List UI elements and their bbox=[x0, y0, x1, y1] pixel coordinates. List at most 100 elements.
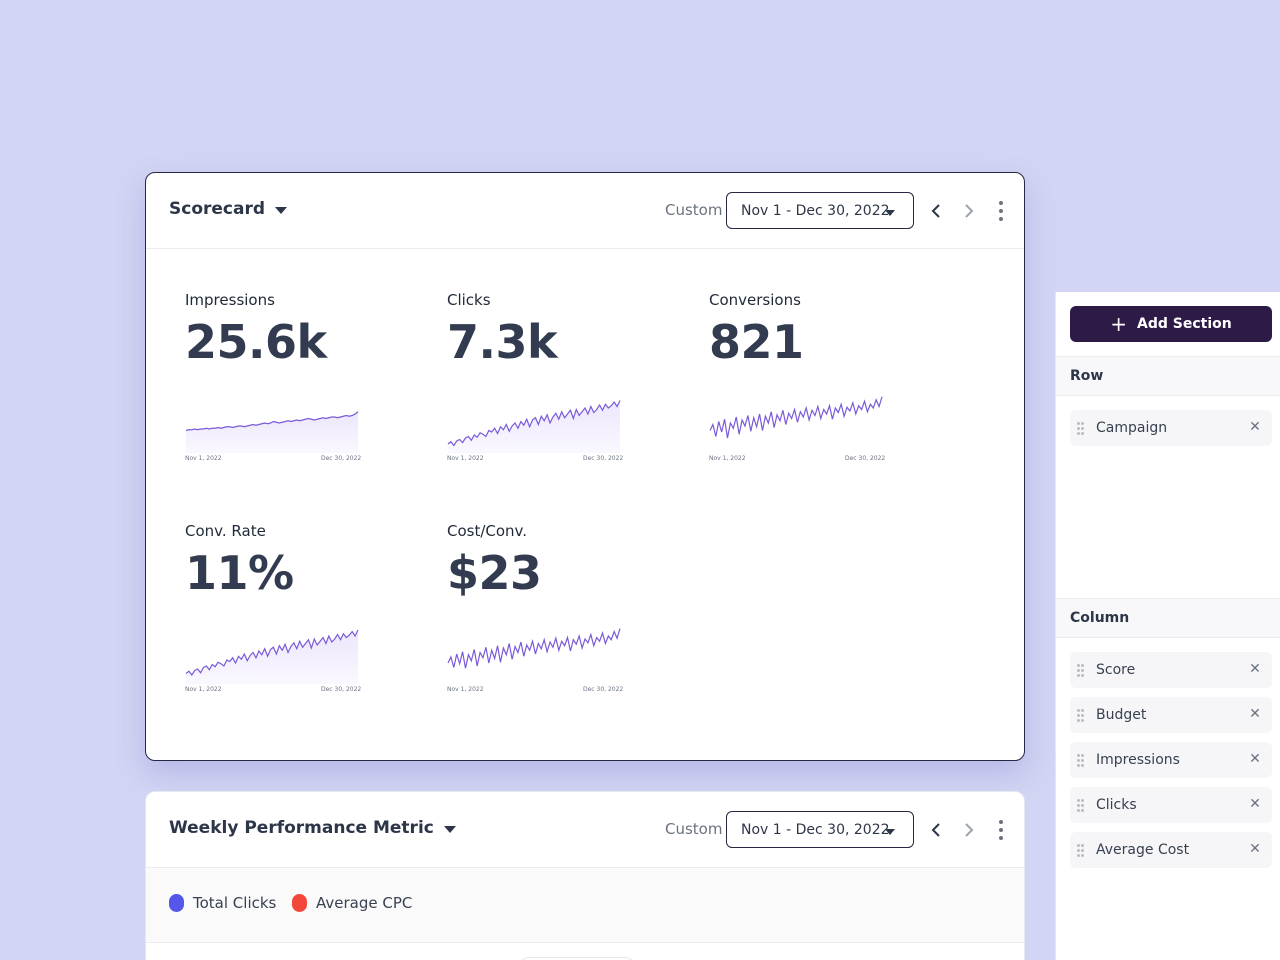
column-item-average-cost[interactable]: Average Cost ✕ bbox=[1070, 832, 1272, 868]
chip-label: Score bbox=[1096, 662, 1136, 678]
sparkline-conv-rate bbox=[185, 629, 359, 684]
scorecard-header: Scorecard Custom Nov 1 - Dec 30, 2022 bbox=[146, 173, 1024, 249]
column-item-clicks[interactable]: Clicks ✕ bbox=[1070, 787, 1272, 823]
legend-swatch bbox=[292, 894, 307, 912]
sparkline-conversions bbox=[709, 396, 883, 439]
date-range-value: Nov 1 - Dec 30, 2022 bbox=[741, 202, 890, 219]
weekly-title: Weekly Performance Metric bbox=[169, 818, 434, 838]
sparkline-start-date: Nov 1, 2022 bbox=[185, 686, 222, 693]
date-range-select[interactable]: Nov 1 - Dec 30, 2022 bbox=[726, 192, 914, 229]
chart-legend: Total Clicks Average CPC bbox=[146, 868, 1024, 943]
sparkline-end-date: Dec 30, 2022 bbox=[321, 455, 362, 462]
sparkline-clicks bbox=[447, 400, 621, 453]
drag-handle-icon[interactable] bbox=[1077, 754, 1084, 767]
legend-item-total-clicks[interactable]: Total Clicks bbox=[169, 894, 276, 912]
chip-label: Campaign bbox=[1096, 420, 1168, 436]
column-item-score[interactable]: Score ✕ bbox=[1070, 652, 1272, 688]
scorecard-card: Scorecard Custom Nov 1 - Dec 30, 2022 Im… bbox=[145, 172, 1025, 761]
metric-value: 25.6k bbox=[185, 315, 327, 369]
metric-label: Conversions bbox=[709, 291, 801, 309]
section-config-panel: + Add Section Row Campaign ✕ Column Scor… bbox=[1055, 292, 1280, 960]
scorecard-title-dropdown[interactable]: Scorecard bbox=[169, 199, 288, 219]
row-item-campaign[interactable]: Campaign ✕ bbox=[1070, 410, 1272, 446]
date-range-select[interactable]: Nov 1 - Dec 30, 2022 bbox=[726, 811, 914, 848]
sparkline-end-date: Dec 30, 2022 bbox=[321, 686, 362, 693]
close-icon[interactable]: ✕ bbox=[1249, 751, 1261, 767]
metric-value: 11% bbox=[185, 546, 294, 600]
column-item-budget[interactable]: Budget ✕ bbox=[1070, 697, 1272, 733]
chevron-down-icon bbox=[885, 829, 895, 835]
metric-label: Cost/Conv. bbox=[447, 522, 528, 540]
chip-label: Average Cost bbox=[1096, 842, 1190, 858]
custom-label: Custom bbox=[665, 820, 723, 838]
drag-handle-icon[interactable] bbox=[1077, 844, 1084, 857]
chevron-right-icon bbox=[965, 204, 974, 218]
metric-impressions: Impressions 25.6k Nov 1, 2022 Dec 30, 20… bbox=[185, 291, 385, 462]
drag-handle-icon[interactable] bbox=[1077, 422, 1084, 435]
sparkline-cost-conv bbox=[447, 628, 621, 669]
column-section-header: Column bbox=[1056, 598, 1280, 638]
chevron-left-icon bbox=[931, 204, 940, 218]
metric-label: Clicks bbox=[447, 291, 491, 309]
sparkline-end-date: Dec 30, 2022 bbox=[583, 686, 624, 693]
add-section-button[interactable]: + Add Section bbox=[1070, 306, 1272, 342]
close-icon[interactable]: ✕ bbox=[1249, 841, 1261, 857]
row-section-header: Row bbox=[1056, 356, 1280, 396]
column-item-impressions[interactable]: Impressions ✕ bbox=[1070, 742, 1272, 778]
sparkline-line bbox=[185, 629, 359, 677]
date-range-value: Nov 1 - Dec 30, 2022 bbox=[741, 821, 890, 838]
prev-period-button[interactable] bbox=[926, 199, 946, 223]
legend-label: Total Clicks bbox=[193, 894, 277, 912]
scorecard-title: Scorecard bbox=[169, 199, 266, 219]
sparkline-area bbox=[186, 630, 358, 684]
legend-swatch bbox=[169, 894, 184, 912]
metric-label: Impressions bbox=[185, 291, 275, 309]
caret-down-icon bbox=[443, 825, 456, 833]
close-icon[interactable]: ✕ bbox=[1249, 706, 1261, 722]
metric-value: $23 bbox=[447, 546, 542, 600]
metric-value: 821 bbox=[709, 315, 804, 369]
drag-handle-icon[interactable] bbox=[1077, 799, 1084, 812]
add-section-label: Add Section bbox=[1137, 316, 1232, 332]
sparkline-area bbox=[448, 400, 620, 453]
chip-label: Clicks bbox=[1096, 797, 1137, 813]
sparkline-line bbox=[447, 400, 621, 447]
metric-label: Conv. Rate bbox=[185, 522, 266, 540]
sparkline-start-date: Nov 1, 2022 bbox=[447, 686, 484, 693]
chip-label: Budget bbox=[1096, 707, 1147, 723]
sparkline-start-date: Nov 1, 2022 bbox=[185, 455, 222, 462]
close-icon[interactable]: ✕ bbox=[1249, 796, 1261, 812]
sparkline-end-date: Dec 30, 2022 bbox=[845, 455, 886, 462]
close-icon[interactable]: ✕ bbox=[1249, 661, 1261, 677]
metric-conv-rate: Conv. Rate 11% Nov 1, 2022 Dec 30, 2022 bbox=[185, 522, 385, 693]
prev-period-button[interactable] bbox=[926, 818, 946, 842]
custom-label: Custom bbox=[665, 201, 723, 219]
legend-label: Average CPC bbox=[316, 894, 413, 912]
sparkline-start-date: Nov 1, 2022 bbox=[709, 455, 746, 462]
chip-label: Impressions bbox=[1096, 752, 1180, 768]
weekly-header: Weekly Performance Metric Custom Nov 1 -… bbox=[146, 792, 1024, 868]
weekly-performance-card: Weekly Performance Metric Custom Nov 1 -… bbox=[145, 791, 1025, 960]
drag-handle-icon[interactable] bbox=[1077, 664, 1084, 677]
next-period-button[interactable] bbox=[959, 818, 979, 842]
caret-down-icon bbox=[275, 206, 288, 214]
legend-item-average-cpc[interactable]: Average CPC bbox=[292, 894, 412, 912]
metric-clicks: Clicks 7.3k Nov 1, 2022 Dec 30, 2022 bbox=[447, 291, 647, 462]
kebab-icon[interactable] bbox=[996, 820, 1006, 840]
metric-cost-conv: Cost/Conv. $23 Nov 1, 2022 Dec 30, 2022 bbox=[447, 522, 647, 693]
sparkline-line bbox=[447, 628, 621, 669]
chevron-left-icon bbox=[931, 823, 940, 837]
plus-icon: + bbox=[1110, 312, 1128, 336]
next-period-button[interactable] bbox=[959, 199, 979, 223]
sparkline-end-date: Dec 30, 2022 bbox=[583, 455, 624, 462]
metric-value: 7.3k bbox=[447, 315, 558, 369]
sparkline-area bbox=[186, 411, 358, 453]
kebab-icon[interactable] bbox=[996, 201, 1006, 221]
close-icon[interactable]: ✕ bbox=[1249, 419, 1261, 435]
weekly-title-dropdown[interactable]: Weekly Performance Metric bbox=[169, 818, 456, 838]
sparkline-line bbox=[185, 411, 359, 432]
metric-conversions: Conversions 821 Nov 1, 2022 Dec 30, 2022 bbox=[709, 291, 909, 462]
drag-handle-icon[interactable] bbox=[1077, 709, 1084, 722]
sparkline-impressions bbox=[185, 411, 359, 453]
chevron-right-icon bbox=[965, 823, 974, 837]
